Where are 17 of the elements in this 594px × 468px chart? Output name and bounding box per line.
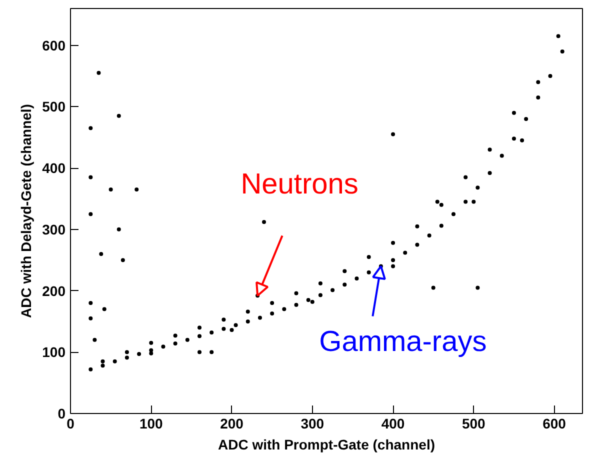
annotation: Neutrons (240, 168, 358, 201)
x-tick-label: 100 (139, 416, 164, 432)
x-tick-label: 400 (381, 416, 405, 432)
y-tick-label: 200 (42, 282, 66, 299)
y-tick-label: 300 (42, 221, 66, 238)
x-tick-label: 300 (300, 416, 324, 432)
y-tick-label: 500 (42, 98, 66, 115)
y-axis-title: ADC with Delayd-Gete (channel) (18, 104, 34, 318)
x-tick-label: 500 (462, 416, 486, 432)
y-tick-label: 0 (58, 406, 66, 422)
x-axis-title: ADC with Prompt-Gate (channel) (218, 436, 436, 452)
annotation: Gamma-rays (319, 326, 487, 358)
y-tick-label: 100 (42, 344, 66, 360)
y-tick-label: 400 (42, 160, 66, 176)
x-tick-label: 200 (220, 416, 244, 432)
y-tick-label: 600 (42, 37, 66, 54)
x-tick-label: 600 (542, 416, 566, 432)
